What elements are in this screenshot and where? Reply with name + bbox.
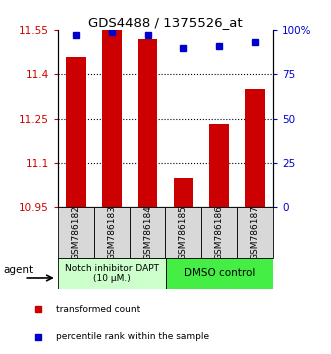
Bar	[66, 57, 86, 207]
Title: GDS4488 / 1375526_at: GDS4488 / 1375526_at	[88, 16, 243, 29]
Text: DMSO control: DMSO control	[184, 268, 255, 279]
Text: GSM786185: GSM786185	[179, 205, 188, 260]
Text: percentile rank within the sample: percentile rank within the sample	[56, 332, 209, 341]
FancyBboxPatch shape	[166, 207, 201, 258]
Text: GSM786186: GSM786186	[215, 205, 224, 260]
Text: agent: agent	[3, 265, 33, 275]
Bar	[138, 39, 158, 207]
Text: transformed count: transformed count	[56, 305, 140, 314]
Bar	[173, 178, 193, 207]
Text: GSM786187: GSM786187	[251, 205, 260, 260]
FancyBboxPatch shape	[166, 258, 273, 289]
FancyBboxPatch shape	[130, 207, 166, 258]
Bar	[210, 125, 229, 207]
Text: Notch inhibitor DAPT
(10 μM.): Notch inhibitor DAPT (10 μM.)	[65, 264, 159, 283]
FancyBboxPatch shape	[201, 207, 237, 258]
FancyBboxPatch shape	[94, 207, 130, 258]
FancyBboxPatch shape	[58, 258, 166, 289]
Bar	[102, 30, 121, 207]
Text: GSM786182: GSM786182	[71, 205, 80, 260]
FancyBboxPatch shape	[58, 207, 94, 258]
Text: GSM786184: GSM786184	[143, 205, 152, 260]
Bar	[245, 89, 265, 207]
Text: GSM786183: GSM786183	[107, 205, 116, 260]
FancyBboxPatch shape	[237, 207, 273, 258]
